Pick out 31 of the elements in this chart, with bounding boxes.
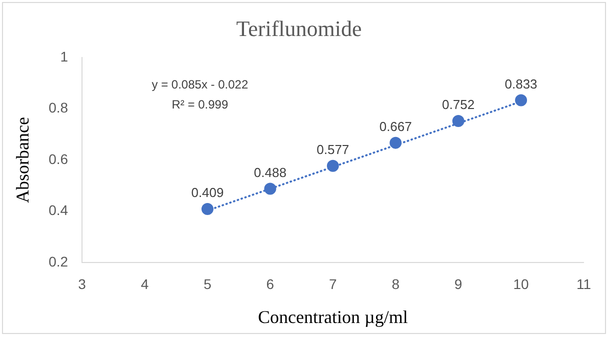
x-tick-label: 4 — [140, 276, 149, 292]
point — [264, 182, 276, 195]
y-tick-label: 0.2 — [48, 253, 68, 270]
point — [390, 136, 402, 149]
data-label: 0.752 — [442, 97, 475, 112]
y-tick-label: 1 — [60, 48, 68, 64]
x-tick-label: 7 — [329, 276, 337, 292]
y-tick-label: 0.6 — [48, 150, 68, 167]
y-axis-title: Absorbance — [12, 117, 33, 203]
x-tick-label: 6 — [266, 276, 274, 292]
point — [326, 160, 339, 172]
point — [515, 94, 528, 106]
data-label: 0.409 — [191, 185, 224, 200]
chart-title: Teriflunomide — [236, 16, 362, 41]
data-label: 0.667 — [379, 118, 412, 134]
y-tick-label: 0.8 — [48, 100, 68, 116]
point — [201, 202, 214, 215]
annotation: R² = 0.999 — [172, 98, 228, 112]
point — [452, 115, 464, 128]
x-tick-label: 3 — [78, 276, 86, 292]
data-label: 0.488 — [254, 164, 286, 180]
data-label: 0.833 — [504, 76, 538, 92]
annotation: y = 0.085x - 0.022 — [152, 78, 248, 92]
x-tick-label: 11 — [576, 276, 592, 292]
data-label: 0.577 — [316, 142, 350, 157]
x-tick-label: 10 — [513, 276, 530, 292]
y-tick-label: 0.4 — [48, 202, 68, 218]
x-tick-label: 9 — [454, 276, 462, 292]
x-tick-label: 5 — [204, 276, 212, 292]
x-axis-title: Concentration µg/ml — [258, 306, 408, 327]
x-tick-label: 8 — [392, 276, 400, 292]
